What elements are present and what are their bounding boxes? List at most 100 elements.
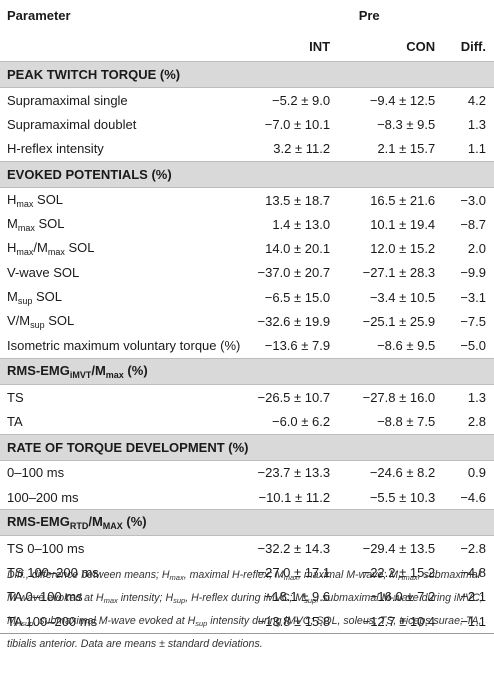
header-con: CON (406, 38, 436, 54)
cell-int: −7.0 ± 10.1 (264, 116, 331, 132)
cell-diff: −2.1 (460, 589, 486, 605)
cell-diff: −3.1 (460, 289, 486, 305)
cell-int: −18.1 ± 9.6 (264, 589, 331, 605)
cell-con: −29.4 ± 13.5 (362, 540, 436, 556)
cell-con: −16.0 ± 7.2 (369, 589, 436, 605)
row-parameter: TS (7, 389, 24, 405)
cell-int: −27.0 ± 17.1 (257, 565, 331, 581)
header-pre: Pre (358, 8, 380, 23)
table-header: Parameter Pre INT CON Diff. (0, 0, 494, 62)
cell-int: −37.0 ± 20.7 (257, 265, 331, 281)
section-heading-rate-of-torque-development: RATE OF TORQUE DEVELOPMENT (%) (0, 433, 494, 461)
cell-con: −8.8 ± 7.5 (377, 413, 436, 429)
table-row: TA 0–100 ms −18.1 ± 9.6 −16.0 ± 7.2 −2.1 (0, 585, 494, 609)
cell-int: −10.1 ± 11.2 (258, 489, 331, 505)
cell-con: −9.4 ± 12.5 (369, 92, 436, 108)
cell-con: −3.4 ± 10.5 (369, 289, 436, 305)
header-diff: Diff. (460, 38, 486, 54)
cell-diff: −7.5 (460, 314, 486, 330)
cell-con: −22.2 ± 15.2 (362, 565, 436, 581)
row-parameter: Mmax SOL (7, 215, 65, 233)
row-parameter: Isometric maximum voluntary torque (%) (7, 338, 241, 354)
cell-diff: 1.3 (467, 116, 486, 132)
row-parameter: V/Msup SOL (7, 313, 75, 331)
row-parameter: H-reflex intensity (7, 141, 104, 157)
cell-int: −6.5 ± 15.0 (264, 289, 331, 305)
cell-diff: −1.1 (460, 613, 486, 629)
cell-diff: −8.7 (460, 216, 486, 232)
cell-diff: 2.8 (467, 413, 486, 429)
table-row: 100–200 ms −10.1 ± 11.2 −5.5 ± 10.3 −4.6 (0, 485, 494, 510)
section-heading-peak-twitch-torque: PEAK TWITCH TORQUE (%) (0, 61, 494, 88)
cell-diff: 1.1 (467, 141, 486, 157)
cell-con: 10.1 ± 19.4 (370, 216, 436, 232)
cell-diff: −4.8 (460, 565, 486, 581)
row-parameter: Supramaximal doublet (7, 116, 137, 132)
table-row: Hmax SOL 13.5 ± 18.7 16.5 ± 21.6 −3.0 (0, 187, 494, 212)
cell-con: 16.5 ± 21.6 (370, 192, 436, 208)
cell-con: −24.6 ± 8.2 (369, 465, 436, 481)
cell-int: 13.5 ± 18.7 (265, 192, 331, 208)
table-row: Hmax/Mmax SOL 14.0 ± 20.1 12.0 ± 15.2 2.… (0, 236, 494, 260)
cell-con: −12.7 ± 10.4 (362, 613, 436, 629)
table-row: TS 0–100 ms −32.2 ± 14.3 −29.4 ± 13.5 −2… (0, 536, 494, 561)
cell-diff: −2.8 (460, 540, 486, 556)
cell-diff: 4.2 (467, 92, 486, 108)
section-heading-evoked-potentials: EVOKED POTENTIALS (%) (0, 160, 494, 188)
table-row: Mmax SOL 1.4 ± 13.0 10.1 ± 19.4 −8.7 (0, 212, 494, 236)
cell-int: −26.5 ± 10.7 (257, 389, 331, 405)
cell-diff: 1.3 (467, 389, 486, 405)
table-row: TS 100–200 ms −27.0 ± 17.1 −22.2 ± 15.2 … (0, 560, 494, 584)
row-parameter: TA 100–200 ms (7, 613, 98, 629)
table-row: Supramaximal single −5.2 ± 9.0 −9.4 ± 12… (0, 88, 494, 113)
section-heading-rms-emg-imvt: RMS-EMGiMVT/Mmax (%) (0, 357, 494, 385)
table-row: V/Msup SOL −32.6 ± 19.9 −25.1 ± 25.9 −7.… (0, 309, 494, 333)
row-parameter: V-wave SOL (7, 265, 80, 281)
cell-con: −25.1 ± 25.9 (362, 314, 436, 330)
row-parameter: TA 0–100 ms (7, 589, 83, 605)
header-int: INT (309, 38, 331, 54)
row-parameter: TS 0–100 ms (7, 540, 85, 556)
cell-con: −8.6 ± 9.5 (377, 338, 436, 354)
row-parameter: TS 100–200 ms (7, 565, 99, 581)
row-parameter: Hmax/Mmax SOL (7, 240, 95, 258)
cell-con: −8.3 ± 9.5 (377, 116, 436, 132)
cell-con: 12.0 ± 15.2 (370, 241, 436, 257)
header-parameter: Parameter (7, 8, 71, 23)
row-parameter: 100–200 ms (7, 489, 79, 505)
cell-diff: 2.0 (467, 241, 486, 257)
cell-int: −6.0 ± 6.2 (271, 413, 331, 429)
table-body: PEAK TWITCH TORQUE (%) Supramaximal sing… (0, 61, 494, 635)
row-parameter: TA (7, 413, 23, 429)
cell-int: −13.6 ± 7.9 (264, 338, 331, 354)
cell-int: −5.2 ± 9.0 (271, 92, 331, 108)
cell-con: −27.8 ± 16.0 (362, 389, 436, 405)
row-parameter: Hmax SOL (7, 191, 64, 209)
table-row: 0–100 ms −23.7 ± 13.3 −24.6 ± 8.2 0.9 (0, 460, 494, 485)
cell-int: 14.0 ± 20.1 (265, 241, 331, 257)
row-parameter: Supramaximal single (7, 92, 128, 108)
cell-diff: −3.0 (460, 192, 486, 208)
cell-int: −23.7 ± 13.3 (257, 465, 331, 481)
section-heading-rms-emg-rtd: RMS-EMGRTD/MMAX (%) (0, 509, 494, 537)
cell-diff: −5.0 (460, 338, 486, 354)
table-row: Supramaximal doublet −7.0 ± 10.1 −8.3 ± … (0, 112, 494, 136)
cell-diff: 0.9 (467, 465, 486, 481)
table-row: H-reflex intensity 3.2 ± 11.2 2.1 ± 15.7… (0, 137, 494, 162)
table-row: Isometric maximum voluntary torque (%) −… (0, 334, 494, 359)
cell-int: 3.2 ± 11.2 (273, 141, 331, 157)
table-row: V-wave SOL −37.0 ± 20.7 −27.1 ± 28.3 −9.… (0, 261, 494, 285)
row-parameter: 0–100 ms (7, 465, 65, 481)
table-footnote: Diff., difference between means; Hmax, m… (7, 569, 483, 650)
cell-int: 1.4 ± 13.0 (272, 216, 331, 232)
table-row: TA 100–200 ms −13.8 ± 15.8 −12.7 ± 10.4 … (0, 609, 494, 633)
cell-diff: −9.9 (460, 265, 486, 281)
cell-diff: −4.6 (460, 489, 486, 505)
cell-int: −32.6 ± 19.9 (257, 314, 331, 330)
results-table: Parameter Pre INT CON Diff. PEAK TWITCH … (0, 0, 494, 635)
table-row: TS −26.5 ± 10.7 −27.8 ± 16.0 1.3 (0, 384, 494, 409)
table-row: Msup SOL −6.5 ± 15.0 −3.4 ± 10.5 −3.1 (0, 285, 494, 309)
cell-con: −27.1 ± 28.3 (362, 265, 436, 281)
cell-con: 2.1 ± 15.7 (377, 141, 436, 157)
